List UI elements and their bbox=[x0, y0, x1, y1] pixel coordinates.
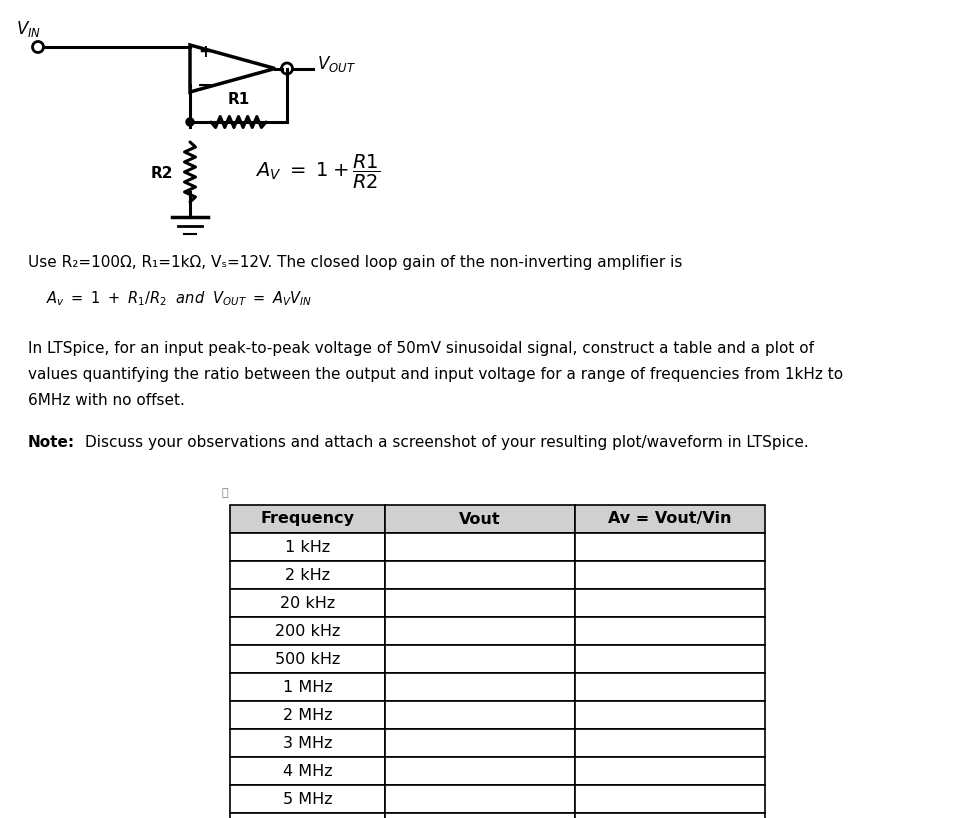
Bar bbox=[230, 589, 385, 617]
Text: 3 MHz: 3 MHz bbox=[282, 735, 332, 750]
Text: −: − bbox=[197, 75, 213, 95]
Text: 20 kHz: 20 kHz bbox=[279, 596, 335, 610]
Bar bbox=[575, 729, 765, 757]
Text: ⭢: ⭢ bbox=[222, 488, 229, 498]
Bar bbox=[575, 701, 765, 729]
Text: $V_{OUT}$: $V_{OUT}$ bbox=[317, 55, 356, 74]
Bar bbox=[575, 645, 765, 673]
Bar bbox=[575, 589, 765, 617]
Text: 5 MHz: 5 MHz bbox=[282, 792, 332, 807]
Bar bbox=[385, 645, 575, 673]
Bar bbox=[575, 813, 765, 818]
Bar bbox=[230, 561, 385, 589]
Text: 2 MHz: 2 MHz bbox=[282, 708, 332, 722]
Text: 1 kHz: 1 kHz bbox=[285, 540, 330, 555]
Bar bbox=[385, 757, 575, 785]
Text: 500 kHz: 500 kHz bbox=[275, 651, 340, 667]
Bar bbox=[230, 645, 385, 673]
Bar bbox=[385, 617, 575, 645]
Bar bbox=[385, 561, 575, 589]
Text: $A_V\ =\ 1+\dfrac{R1}{R2}$: $A_V\ =\ 1+\dfrac{R1}{R2}$ bbox=[255, 153, 380, 191]
Bar bbox=[575, 617, 765, 645]
Bar bbox=[575, 673, 765, 701]
Text: Use R₂=100Ω, R₁=1kΩ, Vₛ=12V. The closed loop gain of the non-inverting amplifier: Use R₂=100Ω, R₁=1kΩ, Vₛ=12V. The closed … bbox=[28, 255, 682, 270]
Bar bbox=[385, 533, 575, 561]
Text: Av = Vout/Vin: Av = Vout/Vin bbox=[609, 511, 732, 527]
Text: values quantifying the ratio between the output and input voltage for a range of: values quantifying the ratio between the… bbox=[28, 367, 843, 382]
Text: $A_v\ =\ 1\ +\ R_1/R_2$  and  $V_{OUT}\ =\ A_V V_{IN}$: $A_v\ =\ 1\ +\ R_1/R_2$ and $V_{OUT}\ =\… bbox=[46, 289, 312, 308]
Text: 200 kHz: 200 kHz bbox=[275, 623, 340, 639]
Bar bbox=[385, 673, 575, 701]
Text: 6MHz with no offset.: 6MHz with no offset. bbox=[28, 393, 185, 408]
Bar bbox=[230, 617, 385, 645]
Bar bbox=[385, 729, 575, 757]
Text: Frequency: Frequency bbox=[260, 511, 354, 527]
Text: 1 MHz: 1 MHz bbox=[282, 680, 332, 694]
Text: 2 kHz: 2 kHz bbox=[285, 568, 330, 582]
Text: Note:: Note: bbox=[28, 435, 76, 450]
Bar bbox=[385, 589, 575, 617]
Bar bbox=[230, 673, 385, 701]
Bar bbox=[385, 505, 575, 533]
Bar bbox=[230, 505, 385, 533]
Circle shape bbox=[186, 118, 194, 126]
Text: R1: R1 bbox=[228, 92, 250, 107]
Text: $V_{IN}$: $V_{IN}$ bbox=[16, 19, 41, 39]
Bar bbox=[575, 757, 765, 785]
Text: Vout: Vout bbox=[459, 511, 501, 527]
Bar bbox=[230, 729, 385, 757]
Bar bbox=[385, 785, 575, 813]
Bar bbox=[230, 533, 385, 561]
Bar bbox=[230, 785, 385, 813]
Bar bbox=[575, 533, 765, 561]
Text: +: + bbox=[198, 43, 211, 61]
Bar bbox=[230, 813, 385, 818]
Bar bbox=[230, 701, 385, 729]
Bar bbox=[575, 561, 765, 589]
Text: In LTSpice, for an input peak-to-peak voltage of 50mV sinusoidal signal, constru: In LTSpice, for an input peak-to-peak vo… bbox=[28, 341, 814, 356]
Text: 4 MHz: 4 MHz bbox=[282, 763, 332, 779]
Text: Discuss your observations and attach a screenshot of your resulting plot/wavefor: Discuss your observations and attach a s… bbox=[85, 435, 809, 450]
Bar bbox=[230, 757, 385, 785]
Bar bbox=[575, 785, 765, 813]
Bar bbox=[575, 505, 765, 533]
Bar bbox=[385, 813, 575, 818]
Text: R2: R2 bbox=[151, 167, 173, 182]
Bar bbox=[385, 701, 575, 729]
